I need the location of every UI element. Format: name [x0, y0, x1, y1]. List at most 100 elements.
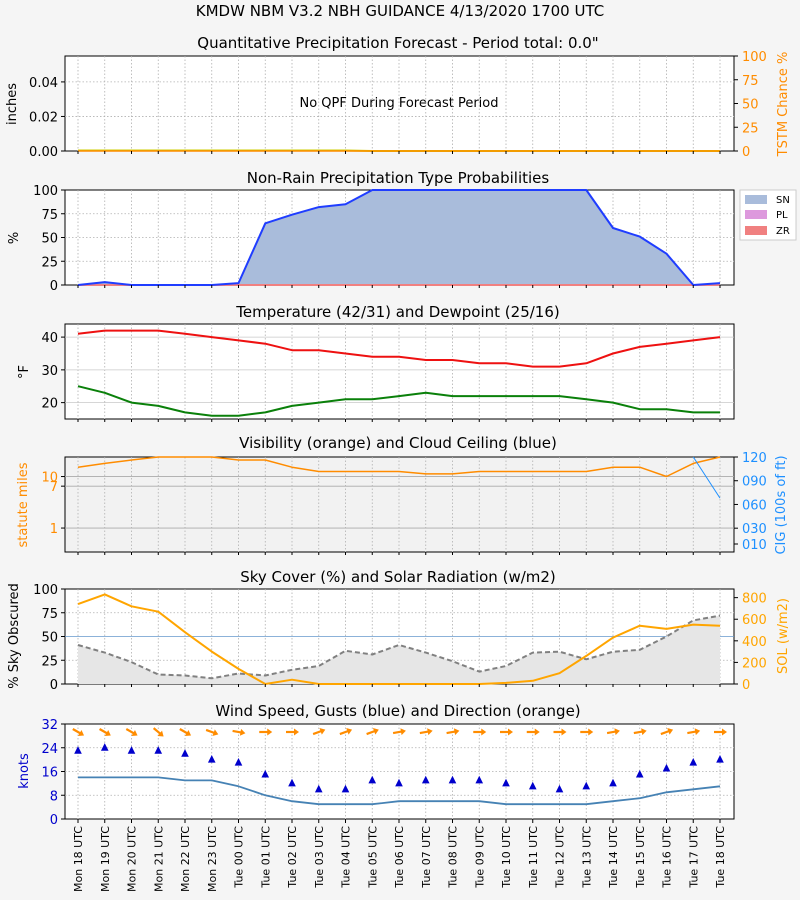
precip-type-panel: Non-Rain Precipitation Type Probabilitie…: [7, 169, 797, 294]
wind-direction-arrow: [446, 728, 460, 736]
wind-direction-arrow: [606, 728, 620, 736]
wind-direction-arrow: [500, 728, 513, 736]
temperature-title: Temperature (42/31) and Dewpoint (25/16): [235, 303, 559, 321]
arrow-head: [319, 728, 326, 735]
arrow-head: [588, 728, 594, 736]
qpf-annotation: No QPF During Forecast Period: [300, 96, 499, 111]
x-tick-label: Mon 22 UTC: [179, 826, 192, 892]
y-tick-label: 50: [41, 631, 58, 646]
arrow-head: [184, 729, 192, 737]
temperature-y-axis: 20 30 40: [41, 331, 65, 412]
visibility-grid: [65, 457, 734, 552]
gust-marker: [716, 755, 724, 763]
x-tick-label: Tue 13 UTC: [580, 826, 593, 889]
temperature-grid: [65, 324, 734, 419]
visibility-ylabel: statute miles: [16, 462, 31, 547]
gust-marker: [555, 784, 564, 793]
y-tick-label: 30: [41, 364, 58, 379]
y-tick-label: 10: [41, 471, 58, 486]
gust-marker: [288, 778, 296, 787]
x-tick-label: Tue 06 UTC: [393, 826, 406, 889]
wind-grid: [65, 724, 734, 819]
wind-direction-arrow: [99, 728, 111, 737]
x-tick-label: Tue 18 UTC: [714, 826, 727, 889]
y-tick-label: 25: [41, 255, 58, 270]
qpf-title: Quantitative Precipitation Forecast - Pe…: [197, 34, 598, 52]
wind-direction-arrow: [205, 728, 219, 736]
x-tick-label: Tue 10 UTC: [500, 826, 513, 889]
wind-direction-arrow: [339, 728, 353, 736]
x-tick-label: Tue 17 UTC: [687, 826, 700, 889]
y2-tick-label: 060: [742, 498, 767, 513]
arrow-head: [212, 729, 219, 736]
legend-label-pl: PL: [776, 210, 788, 221]
x-tick-label: Tue 07 UTC: [420, 826, 433, 889]
gust-marker: [528, 781, 537, 790]
x-tick-label: Mon 21 UTC: [152, 826, 165, 892]
y-tick-label: 20: [41, 397, 58, 412]
precip-type-legend: SN PL ZR: [739, 189, 797, 241]
wind-direction-arrow: [392, 728, 406, 736]
visibility-ylabel-right: CIG (100s of ft): [774, 455, 789, 554]
time-axis: Mon 18 UTC Mon 19 UTC Mon 20 UTC Mon 21 UTC…: [72, 151, 727, 892]
ceiling-line: [692, 456, 721, 499]
temperature-plot-area: [64, 323, 735, 420]
y2-tick-label: 120: [742, 451, 767, 466]
gust-marker: [368, 775, 377, 784]
y2-tick-label: 010: [742, 538, 767, 553]
gust-marker: [127, 746, 136, 754]
qpf-ylabel: inches: [5, 83, 20, 125]
wind-direction-arrow: [473, 728, 487, 736]
sky-cover-right-axis: 0 200 400 600 800: [734, 592, 767, 693]
y2-tick-label: 400: [742, 635, 767, 650]
x-tick-label: Tue 05 UTC: [366, 826, 379, 889]
arrow-head: [722, 728, 727, 736]
gust-marker: [314, 784, 323, 793]
wind-plot-area: [64, 723, 735, 820]
y2-tick-label: 200: [742, 656, 767, 671]
y2-tick-label: 030: [742, 522, 767, 537]
x-tick-label: Tue 15 UTC: [634, 826, 647, 889]
gust-marker: [234, 757, 243, 766]
x-tick-label: Mon 19 UTC: [99, 826, 112, 892]
arrow-head: [267, 728, 273, 736]
gust-marker: [689, 757, 698, 766]
arrow-head: [294, 728, 299, 736]
gust-marker: [662, 763, 671, 772]
gust-marker: [582, 781, 591, 790]
x-tick-label: Tue 11 UTC: [527, 826, 540, 889]
gust-marker: [74, 746, 82, 754]
wind-ylabel: knots: [17, 753, 32, 789]
y2-tick-label: 800: [742, 592, 767, 607]
x-tick-label: Mon 23 UTC: [206, 826, 219, 892]
arrow-head: [372, 728, 379, 735]
y2-tick-label: 75: [742, 74, 759, 89]
y2-tick-label: 100: [742, 50, 767, 65]
x-tick-label: Tue 01 UTC: [259, 826, 272, 889]
arrow-head: [508, 728, 513, 736]
arrow-head: [77, 729, 85, 737]
wind-direction-arrow: [687, 728, 701, 736]
gust-marker: [181, 749, 189, 757]
legend-label-sn: SN: [776, 195, 790, 206]
precip-type-y-axis: 0 25 50 75 100: [33, 184, 65, 294]
y-tick-label: 7: [50, 480, 58, 495]
arrow-head: [157, 730, 164, 737]
y2-tick-label: 600: [742, 613, 767, 628]
wind-direction-arrow: [286, 728, 299, 736]
legend-swatch-pl: [745, 210, 767, 219]
wind-direction-arrow: [526, 728, 540, 736]
arrow-head: [614, 728, 620, 736]
arrow-head: [104, 729, 111, 737]
wind-direction-arrow: [312, 728, 326, 736]
qpf-y-axis: 0.00 0.02 0.04: [29, 76, 65, 160]
y-tick-label: 75: [41, 208, 58, 223]
wind-panel: Wind Speed, Gusts (blue) and Direction (…: [17, 702, 735, 828]
visibility-marks: [77, 456, 721, 499]
qpf-plot-area: [64, 55, 735, 152]
precip-type-ylabel: %: [7, 232, 22, 244]
sky-cover-title: Sky Cover (%) and Solar Radiation (w/m2): [240, 568, 556, 586]
wind-marks: [72, 727, 727, 806]
